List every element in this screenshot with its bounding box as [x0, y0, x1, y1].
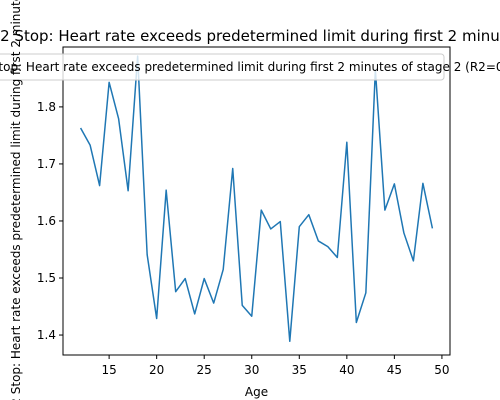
x-tick-label: 20: [149, 363, 164, 377]
x-tick-label: 40: [339, 363, 354, 377]
y-tick-label: 1.8: [37, 100, 56, 114]
legend-box: [0, 53, 445, 81]
y-tick-label: 1.6: [37, 214, 56, 228]
x-tick-label: 35: [292, 363, 307, 377]
x-tick-label: 25: [197, 363, 212, 377]
x-tick-label: 45: [387, 363, 402, 377]
axes-frame: [62, 46, 451, 356]
legend-entry-label: Early Stage 2 Stop: Heart rate exceeds p…: [0, 60, 500, 74]
x-tick-label: 15: [101, 363, 116, 377]
y-axis-label: Early Stage 2 Stop: Heart rate exceeds p…: [9, 0, 23, 400]
plot-area: [62, 46, 451, 356]
y-tick-label: 1.4: [37, 328, 56, 342]
x-axis-label: Age: [245, 385, 268, 399]
x-tick-label: 30: [244, 363, 259, 377]
legend: Early Stage 2 Stop: Heart rate exceeds p…: [0, 53, 500, 81]
chart-title: Early Stage 2 Stop: Heart rate exceeds p…: [0, 27, 500, 45]
x-axis-ticks: 15 20 25 30 35 40 45 50: [101, 355, 450, 377]
series-line-0: [79, 55, 434, 343]
x-tick-label: 50: [434, 363, 449, 377]
series-layer: [79, 55, 434, 343]
y-axis-ticks: 1.4 1.5 1.6 1.7 1.8: [37, 100, 63, 342]
y-tick-label: 1.7: [37, 157, 56, 171]
y-tick-label: 1.5: [37, 271, 56, 285]
